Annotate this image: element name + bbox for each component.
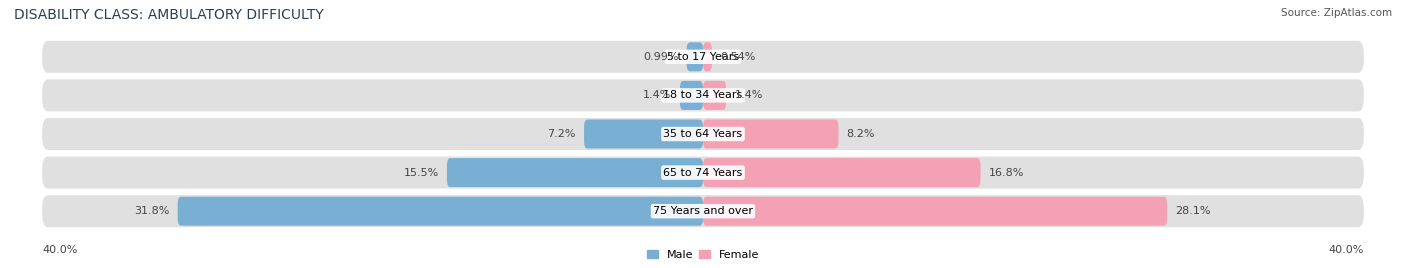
- Text: 40.0%: 40.0%: [42, 245, 77, 255]
- Text: 18 to 34 Years: 18 to 34 Years: [664, 90, 742, 100]
- Text: DISABILITY CLASS: AMBULATORY DIFFICULTY: DISABILITY CLASS: AMBULATORY DIFFICULTY: [14, 8, 323, 22]
- FancyBboxPatch shape: [703, 120, 838, 148]
- Text: 75 Years and over: 75 Years and over: [652, 206, 754, 216]
- Text: 16.8%: 16.8%: [988, 168, 1024, 178]
- Text: 65 to 74 Years: 65 to 74 Years: [664, 168, 742, 178]
- Text: 15.5%: 15.5%: [404, 168, 439, 178]
- Text: 40.0%: 40.0%: [1329, 245, 1364, 255]
- FancyBboxPatch shape: [583, 120, 703, 148]
- FancyBboxPatch shape: [42, 41, 1364, 73]
- FancyBboxPatch shape: [703, 197, 1167, 226]
- FancyBboxPatch shape: [42, 79, 1364, 111]
- Text: 0.54%: 0.54%: [720, 52, 755, 62]
- FancyBboxPatch shape: [42, 157, 1364, 189]
- FancyBboxPatch shape: [42, 195, 1364, 227]
- FancyBboxPatch shape: [447, 158, 703, 187]
- Text: 1.4%: 1.4%: [734, 90, 763, 100]
- Text: 35 to 64 Years: 35 to 64 Years: [664, 129, 742, 139]
- Text: Source: ZipAtlas.com: Source: ZipAtlas.com: [1281, 8, 1392, 18]
- Text: 0.99%: 0.99%: [643, 52, 678, 62]
- Text: 31.8%: 31.8%: [134, 206, 169, 216]
- Text: 7.2%: 7.2%: [547, 129, 576, 139]
- FancyBboxPatch shape: [177, 197, 703, 226]
- FancyBboxPatch shape: [686, 42, 703, 71]
- FancyBboxPatch shape: [42, 118, 1364, 150]
- Legend: Male, Female: Male, Female: [647, 250, 759, 260]
- FancyBboxPatch shape: [681, 81, 703, 110]
- Text: 1.4%: 1.4%: [643, 90, 672, 100]
- Text: 28.1%: 28.1%: [1175, 206, 1211, 216]
- Text: 8.2%: 8.2%: [846, 129, 875, 139]
- FancyBboxPatch shape: [703, 81, 725, 110]
- Text: 5 to 17 Years: 5 to 17 Years: [666, 52, 740, 62]
- FancyBboxPatch shape: [703, 158, 980, 187]
- FancyBboxPatch shape: [703, 42, 711, 71]
